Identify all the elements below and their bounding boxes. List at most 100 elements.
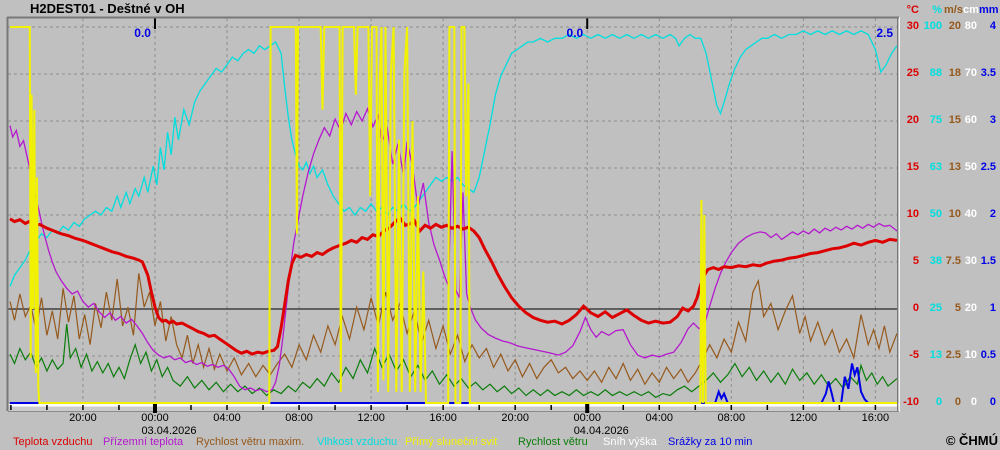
y-axis-label-%: 38 [929, 255, 942, 267]
x-axis-time-label: 00:00 [573, 412, 601, 424]
x-axis-time-label: 16:00 [429, 412, 457, 424]
y-axis-label-%: 25 [929, 302, 942, 314]
legend-item-precip-10min: Srážky za 10 min [668, 436, 753, 448]
x-axis-time-label: 20:00 [501, 412, 529, 424]
x-axis-tick [262, 405, 264, 410]
y-axis-label-%: 0 [935, 396, 942, 408]
y-axis-label-cm: 40 [964, 208, 977, 220]
y-axis-label-°C: 0 [912, 302, 919, 314]
x-axis-time-label: 08:00 [717, 412, 746, 424]
y-axis-label-mm: 3.5 [980, 67, 996, 79]
y-axis-label-m/s: 10 [948, 208, 961, 220]
x-axis-tick [766, 405, 769, 410]
y-axis-label-mm: 1 [989, 302, 996, 314]
x-axis-tick [658, 405, 661, 410]
y-axis-label-mm: 2 [989, 208, 996, 220]
x-axis-tick [82, 405, 84, 410]
y-axis-label-cm: 20 [964, 302, 977, 314]
y-axis-unit-cm: cm [963, 4, 979, 16]
y-axis-label-%: 13 [929, 349, 942, 361]
x-axis-tick [874, 405, 877, 410]
y-axis-label-cm: 80 [964, 20, 977, 32]
x-axis-tick [334, 405, 336, 410]
y-axis-label-mm: 2.5 [980, 161, 996, 173]
y-axis-label-cm: 30 [964, 255, 977, 267]
y-axis-unit-%: % [932, 4, 942, 16]
x-axis-tick [10, 405, 12, 410]
legend-item-air-temp: Teplota vzduchu [13, 436, 93, 448]
y-axis-label-°C: 5 [912, 255, 919, 267]
y-axis-label-cm: 60 [964, 114, 977, 126]
legend-item-snow-depth: Sníh výška [603, 436, 657, 448]
y-axis-label-%: 75 [929, 114, 942, 126]
y-axis-label-cm: 70 [964, 67, 977, 79]
series-line-wind-gust [9, 273, 898, 386]
x-axis-tick [46, 405, 48, 410]
series-line-sunshine [10, 26, 897, 404]
midnight-top-tick [586, 18, 589, 29]
y-axis-unit-°C: °C [906, 4, 919, 16]
series-line-wind-speed [9, 323, 898, 399]
x-axis-tick [442, 405, 444, 410]
y-axis-label-m/s: 15 [948, 114, 961, 126]
y-axis-label-°C: 15 [906, 161, 919, 173]
y-axis-label-m/s: 20 [948, 20, 961, 32]
x-axis-time-label: 04:00 [213, 412, 241, 424]
series-line-humidity [9, 30, 898, 287]
legend-item-ground-temp: Přízemní teplota [103, 436, 184, 448]
x-axis-time-label: 20:00 [69, 412, 97, 424]
y-axis-label-%: 50 [929, 208, 942, 220]
x-axis-tick [730, 405, 733, 410]
midnight-tick [152, 404, 157, 413]
x-axis-tick [226, 405, 228, 410]
y-axis-label-°C: 10 [906, 208, 919, 220]
y-axis-label-cm: 10 [964, 349, 977, 361]
y-axis-unit-m/s: m/s [944, 4, 963, 16]
y-axis-label-mm: 1.5 [980, 255, 996, 267]
x-axis-time-label: 04:00 [645, 412, 674, 424]
y-axis-label-m/s: 5 [954, 302, 961, 314]
x-axis-time-label: 00:00 [141, 412, 169, 424]
series-line-precip-10min [10, 363, 869, 404]
y-axis-label-m/s: 7.5 [945, 255, 961, 267]
x-axis-tick [694, 405, 697, 410]
x-axis-tick [190, 405, 192, 410]
x-axis-tick [478, 405, 480, 410]
y-axis-label-°C: 30 [906, 20, 919, 32]
x-axis-time-label: 16:00 [861, 412, 890, 424]
x-axis-tick [838, 405, 841, 410]
y-axis-label-mm: 0 [989, 396, 996, 408]
credit-label: © ČHMÚ [945, 433, 998, 448]
y-axis-label-mm: 4 [989, 20, 996, 32]
x-axis-date-label: 04.04.2026 [573, 425, 629, 437]
page-title: H2DEST01 - Deštné v OH [30, 1, 185, 16]
x-axis-tick [118, 405, 120, 410]
x-axis-time-label: 08:00 [285, 412, 313, 424]
y-axis-label-%: 100 [923, 20, 942, 32]
x-axis-tick [406, 405, 408, 410]
x-axis-bar [8, 404, 899, 411]
y-axis-label-mm: 0.5 [980, 349, 996, 361]
y-axis-label-m/s: 18 [948, 67, 961, 79]
y-axis-label-m/s: 13 [948, 161, 961, 173]
x-axis-date-label: 03.04.2026 [141, 425, 197, 437]
x-axis-tick [622, 405, 624, 410]
y-axis-label-°C: 25 [906, 67, 919, 79]
legend-item-humidity: Vlhkost vzduchu [317, 436, 398, 448]
legend-item-sunshine: Přímý sluneční svit [405, 436, 498, 448]
y-axis-label-°C: -5 [909, 349, 919, 361]
x-axis-tick [514, 405, 516, 410]
midnight-tick [585, 404, 590, 413]
y-axis-label-°C: -10 [903, 396, 919, 408]
x-axis-tick [802, 405, 805, 410]
y-axis-label-cm: 50 [964, 161, 977, 173]
y-axis-label-m/s: 0 [954, 396, 961, 408]
y-axis-unit-mm: mm [979, 4, 999, 16]
y-axis-label-%: 63 [929, 161, 942, 173]
y-axis-label-%: 88 [929, 67, 942, 79]
x-axis-time-label: 12:00 [789, 412, 818, 424]
daily-precip-total: 0.0 [134, 26, 151, 40]
series-line-ground-temp [9, 106, 898, 393]
